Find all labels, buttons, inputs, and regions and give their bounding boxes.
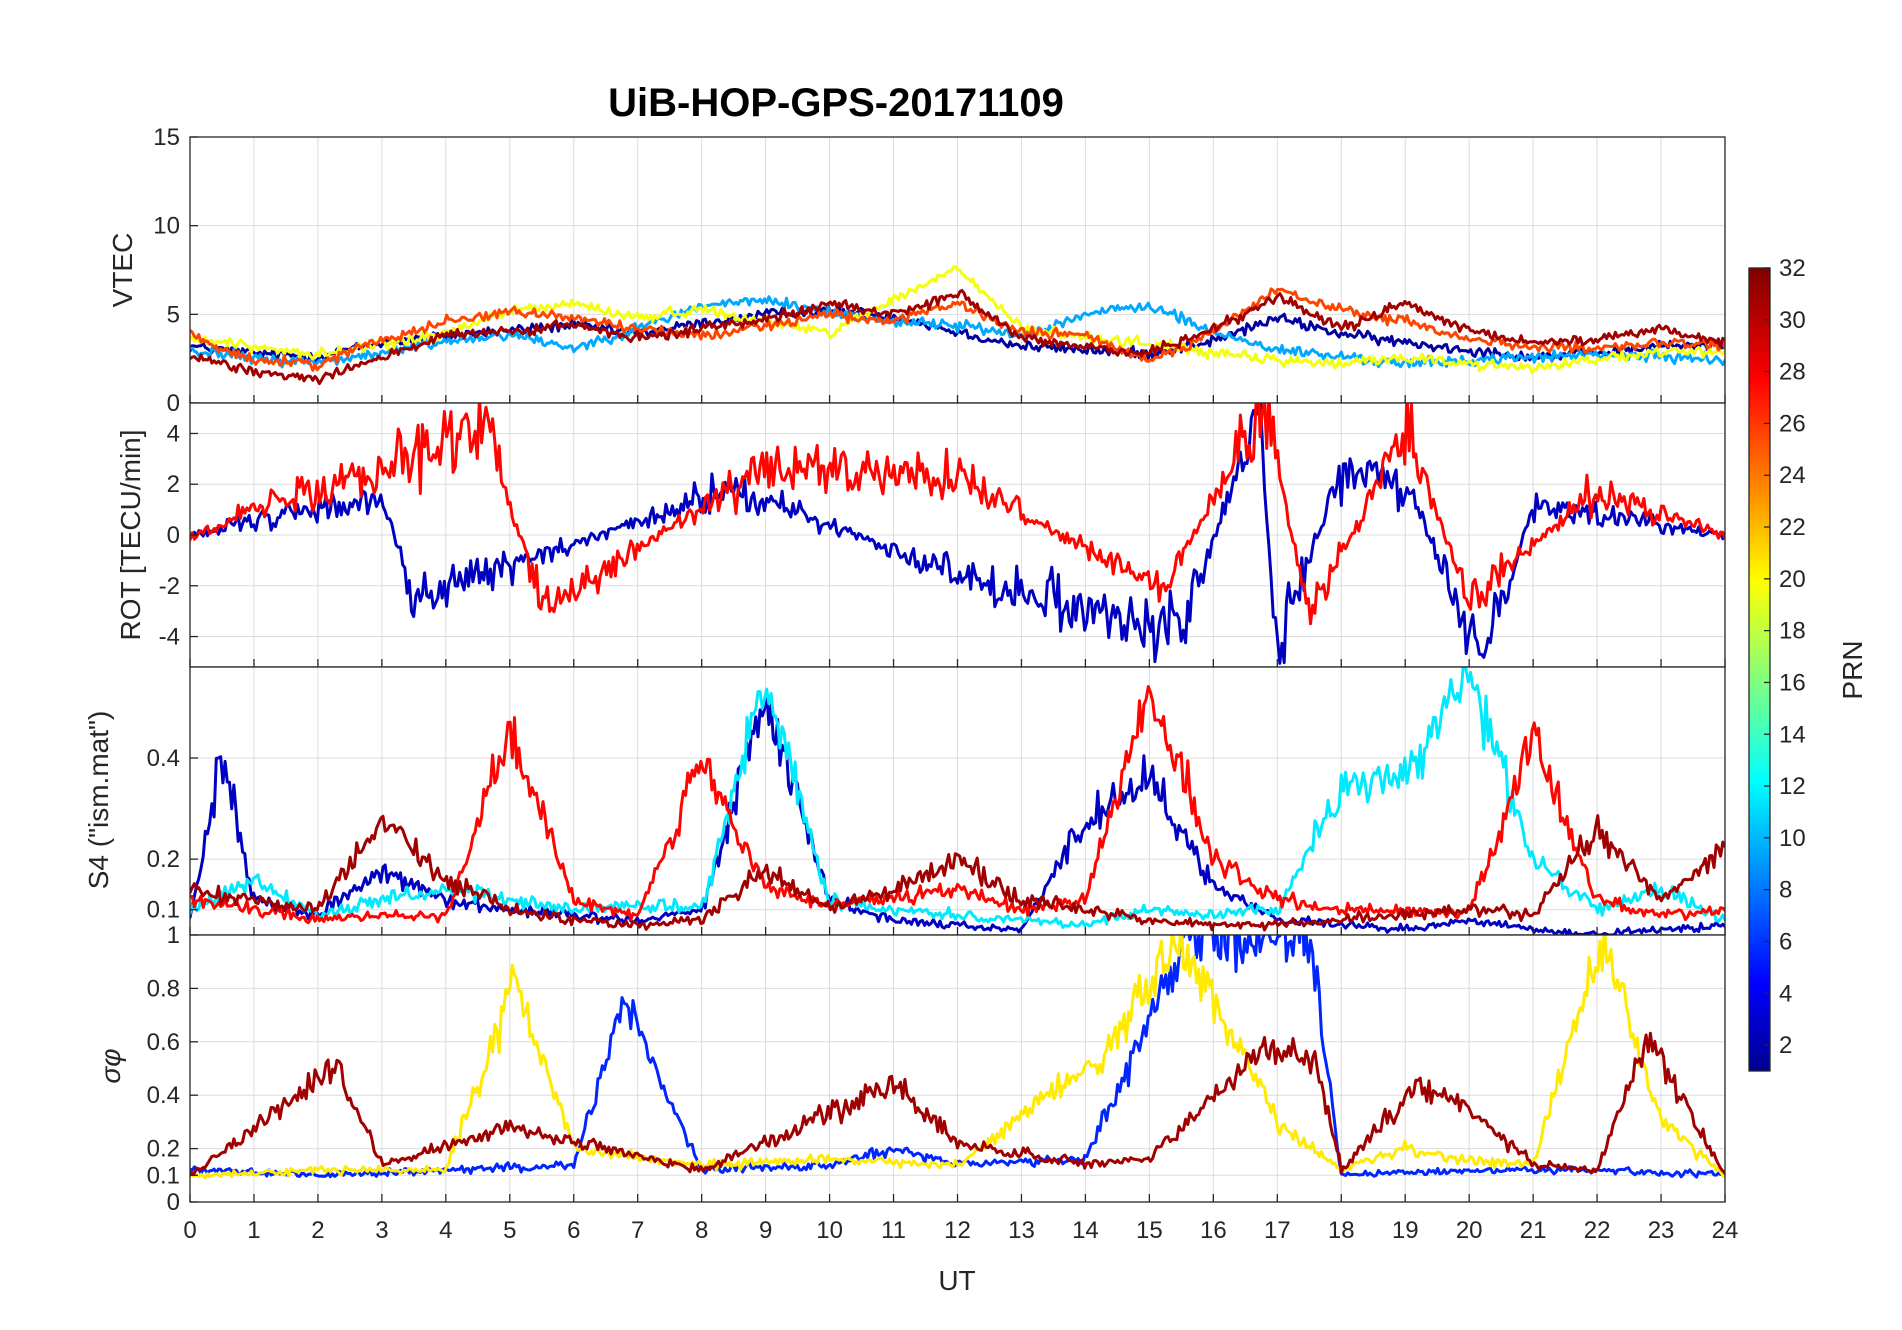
y-tick-label: 0.2 xyxy=(147,1136,180,1163)
x-tick-label: 4 xyxy=(439,1217,452,1244)
y-tick-label: 0 xyxy=(167,522,180,549)
x-tick-label: 10 xyxy=(816,1217,843,1244)
x-tick-label: 16 xyxy=(1200,1217,1227,1244)
panel-rot: -4 -2 0 2 4 ROT [TECU/min] xyxy=(115,402,1726,668)
y-tick-label: 10 xyxy=(153,213,180,240)
y-tick-label: 0.1 xyxy=(147,1162,180,1189)
colorbar-tick-label: 16 xyxy=(1779,669,1806,696)
x-tick-label: 22 xyxy=(1584,1217,1611,1244)
y-tick-label: 0.1 xyxy=(147,897,180,924)
y-tick-label: -2 xyxy=(159,573,180,600)
series-line-prn-3 xyxy=(190,690,1725,935)
traces-sigma-phi xyxy=(190,935,1725,1180)
panel-vtec: 0 5 10 15 VTEC xyxy=(107,124,1726,417)
y-ticks-s4: 0.1 0.2 0.4 xyxy=(147,745,1726,935)
x-tick-label: 21 xyxy=(1520,1217,1547,1244)
series-line-prn-12 xyxy=(190,667,1725,929)
x-tick-label: 0 xyxy=(183,1217,196,1244)
ylabel-vtec: VTEC xyxy=(107,233,138,308)
x-tick-label: 13 xyxy=(1008,1217,1035,1244)
colorbar-tick-label: 24 xyxy=(1779,462,1806,489)
colorbar-tick-label: 6 xyxy=(1779,928,1792,955)
x-tick-label: 17 xyxy=(1264,1217,1291,1244)
series-line-prn-10 xyxy=(190,295,1725,369)
colorbar-scale xyxy=(1748,267,1771,1072)
x-tick-label: 12 xyxy=(944,1217,971,1244)
x-tick-label: 3 xyxy=(375,1217,388,1244)
x-tick-label: 1 xyxy=(247,1217,260,1244)
x-tick-label: 23 xyxy=(1648,1217,1675,1244)
y-tick-label: 4 xyxy=(167,420,180,447)
y-tick-label: 15 xyxy=(153,124,180,151)
colorbar-tick-label: 2 xyxy=(1779,1032,1792,1059)
x-tick-label: 5 xyxy=(503,1217,516,1244)
series-line-prn-31 xyxy=(190,1031,1725,1176)
traces-vtec xyxy=(190,264,1725,386)
x-tick-label: 20 xyxy=(1456,1217,1483,1244)
colorbar-tick-label: 18 xyxy=(1779,618,1806,645)
x-tick-label: 24 xyxy=(1712,1217,1739,1244)
colorbar-tick-label: 26 xyxy=(1779,410,1806,437)
panel-s4: 0.1 0.2 0.4 S4 ("ism.mat") xyxy=(83,666,1726,936)
traces-s4 xyxy=(190,667,1725,935)
y-tick-label: 0.2 xyxy=(147,846,180,873)
y-tick-label: 0.4 xyxy=(147,745,180,772)
colorbar-tick-label: 8 xyxy=(1779,877,1792,904)
colorbar-tick-label: 28 xyxy=(1779,359,1806,386)
y-tick-label: 0.4 xyxy=(147,1082,180,1109)
series-line-prn-20 xyxy=(190,264,1725,375)
x-tick-label: 18 xyxy=(1328,1217,1355,1244)
y-tick-label: 5 xyxy=(167,301,180,328)
y-ticks-rot: -4 -2 0 2 4 xyxy=(159,420,1726,667)
colorbar-tick-label: 30 xyxy=(1779,307,1806,334)
ylabel-sigma-phi: σφ xyxy=(95,1048,126,1083)
colorbar-tick-label: 4 xyxy=(1779,980,1792,1007)
x-tick-label: 8 xyxy=(695,1217,708,1244)
series-line-prn-26 xyxy=(190,287,1725,372)
x-tick-label: 2 xyxy=(311,1217,324,1244)
y-ticks-sigma-phi: 00.10.2 0.4 0.6 0.8 1 xyxy=(147,922,1726,1216)
ylabel-s4: S4 ("ism.mat") xyxy=(83,711,114,890)
colorbar-tick-label: 12 xyxy=(1779,773,1806,800)
y-tick-label: 1 xyxy=(167,922,180,949)
y-tick-label: 0.8 xyxy=(147,975,180,1002)
traces-rot xyxy=(190,403,1725,665)
series-line-prn-28 xyxy=(190,403,1725,626)
x-tick-label: 14 xyxy=(1072,1217,1099,1244)
series-line-prn-21 xyxy=(190,935,1725,1180)
colorbar-label: PRN xyxy=(1837,640,1868,699)
series-line-prn-31 xyxy=(190,288,1725,386)
x-ticks: 0 1 2 3 4 5 6 7 8 9 10 11 12 13 14 15 16 17 18 19 20 21 22 23 24 xyxy=(183,1217,1738,1244)
chart-title: UiB-HOP-GPS-20171109 xyxy=(608,81,1064,125)
ylabel-rot: ROT [TECU/min] xyxy=(115,429,146,640)
x-tick-label: 11 xyxy=(881,1217,906,1244)
xlabel: UT xyxy=(938,1265,975,1296)
panel-sigma-phi: 00.10.2 0.4 0.6 0.8 1 σφ xyxy=(95,922,1726,1216)
y-tick-label: 0.6 xyxy=(147,1029,180,1056)
x-tick-label: 19 xyxy=(1392,1217,1419,1244)
colorbar-tick-label: 10 xyxy=(1779,825,1806,852)
colorbar-tick-label: 20 xyxy=(1779,566,1806,593)
x-tick-label: 15 xyxy=(1136,1217,1163,1244)
y-tick-label: 0 xyxy=(167,1189,180,1216)
y-tick-label: 0 xyxy=(167,390,180,417)
x-tick-label: 6 xyxy=(567,1217,580,1244)
series-line-prn-3 xyxy=(190,403,1725,665)
colorbar-tick-label: 22 xyxy=(1779,514,1806,541)
colorbar-tick-label: 32 xyxy=(1779,255,1806,282)
x-tick-label: 9 xyxy=(759,1217,772,1244)
y-tick-label: -4 xyxy=(159,624,180,651)
y-tick-label: 2 xyxy=(167,471,180,498)
x-tick-label: 7 xyxy=(631,1217,644,1244)
colorbar-tick-label: 14 xyxy=(1779,721,1806,748)
series-line-prn-31 xyxy=(190,814,1725,932)
